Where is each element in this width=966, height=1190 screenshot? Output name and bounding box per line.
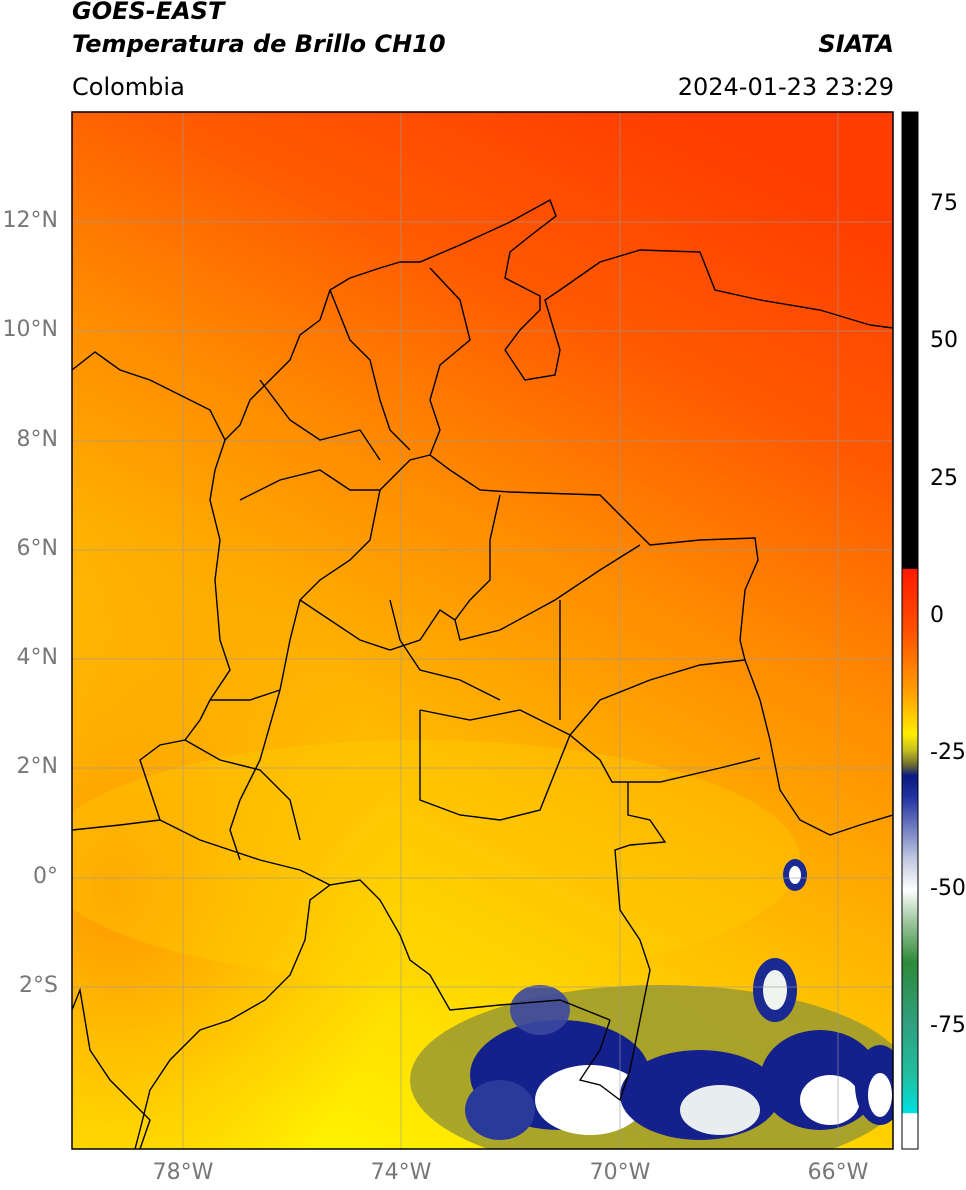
brightness-temperature-field xyxy=(72,112,893,1149)
plot-frame xyxy=(71,111,894,1150)
lat-tick-2n: 2°N xyxy=(16,754,58,779)
colorbar-tick-0: 0 xyxy=(930,603,944,628)
convective-cloud-region xyxy=(410,859,893,1149)
lon-tick-66w: 66°W xyxy=(807,1160,869,1185)
lat-tick-4n: 4°N xyxy=(16,645,58,670)
political-boundaries xyxy=(72,198,893,1149)
lat-tick-0: 0° xyxy=(33,864,58,889)
satellite-title: GOES-EAST xyxy=(72,0,225,25)
org-label: SIATA xyxy=(818,30,894,58)
datetime-label: 2024-01-23 23:29 xyxy=(677,73,894,101)
lat-tick-2s: 2°S xyxy=(19,973,58,998)
lat-tick-12n: 12°N xyxy=(2,208,58,233)
colorbar-tick-neg25: -25 xyxy=(930,740,966,765)
colorbar-tick-neg75: -75 xyxy=(930,1013,966,1038)
lat-tick-10n: 10°N xyxy=(2,317,58,342)
colorbar-tick-75: 75 xyxy=(930,191,958,216)
colorbar-tick-50: 50 xyxy=(930,328,958,353)
product-title: Temperatura de Brillo CH10 xyxy=(72,30,446,58)
region-label: Colombia xyxy=(72,73,185,101)
lon-tick-74w: 74°W xyxy=(370,1160,432,1185)
lat-tick-6n: 6°N xyxy=(16,536,58,561)
lon-tick-78w: 78°W xyxy=(152,1160,214,1185)
colorbar-tick-25: 25 xyxy=(930,466,958,491)
colorbar xyxy=(901,111,919,1150)
lat-tick-8n: 8°N xyxy=(16,427,58,452)
lon-tick-70w: 70°W xyxy=(589,1160,651,1185)
graticule xyxy=(72,112,893,1149)
colorbar-tick-neg50: -50 xyxy=(930,876,966,901)
